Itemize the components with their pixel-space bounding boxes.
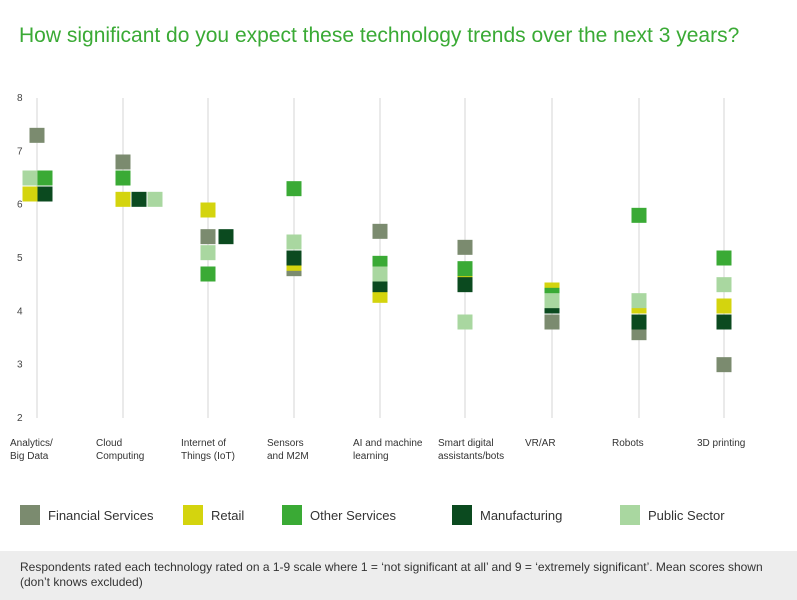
legend-label: Public Sector	[648, 507, 725, 523]
point-public-sector-5	[457, 314, 473, 330]
data-points	[22, 127, 732, 373]
point-other-services-7	[631, 207, 647, 223]
legend-label: Retail	[211, 507, 245, 523]
point-retail-0	[22, 186, 38, 202]
legend-swatch	[452, 505, 472, 525]
point-manufacturing-2	[218, 229, 234, 245]
legend-swatch	[282, 505, 302, 525]
footnote: Respondents rated each technology rated …	[0, 551, 797, 600]
y-axis-ticks: 2 3 4 5 6 7 8	[17, 93, 23, 424]
point-retail-2	[200, 202, 216, 218]
point-financial-services-5	[457, 239, 473, 255]
legend-item: Other Services	[282, 504, 396, 526]
legend-item: Financial Services	[20, 504, 154, 526]
point-public-sector-6	[544, 293, 560, 309]
y-tick-label: 6	[17, 200, 23, 211]
chart-plot: 2 3 4 5 6 7 8 Analytics/Big Data Cloud Computing…	[10, 93, 745, 462]
x-category-label: Cloud Computing	[96, 438, 144, 462]
point-public-sector-4	[372, 266, 388, 282]
x-axis-categories: Analytics/Big Data Cloud Computing Internet…	[10, 438, 745, 462]
point-financial-services-6	[544, 314, 560, 330]
point-manufacturing-0	[37, 186, 53, 202]
point-manufacturing-3	[286, 250, 302, 266]
point-manufacturing-1	[131, 191, 147, 207]
y-tick-label: 4	[17, 306, 23, 317]
x-category-label: Internet of Things (IoT)	[181, 438, 235, 462]
legend-swatch	[183, 505, 203, 525]
x-category-label: 3D printing	[697, 438, 745, 449]
point-public-sector-1	[147, 191, 163, 207]
point-public-sector-0	[22, 170, 38, 186]
x-category-label: Analytics/Big Data	[10, 438, 53, 462]
point-manufacturing-7	[631, 314, 647, 330]
chart-title: How significant do you expect these tech…	[19, 24, 740, 47]
legend-item: Manufacturing	[452, 504, 562, 526]
point-manufacturing-5	[457, 277, 473, 293]
x-category-label: Sensors and M2M	[267, 438, 309, 462]
point-financial-services-1	[115, 154, 131, 170]
y-tick-label: 3	[17, 360, 23, 371]
point-public-sector-7	[631, 293, 647, 309]
point-other-services-3	[286, 181, 302, 197]
y-tick-label: 7	[17, 146, 23, 157]
point-other-services-1	[115, 170, 131, 186]
point-other-services-0	[37, 170, 53, 186]
point-retail-1	[115, 191, 131, 207]
x-category-label: AI and machine learning	[353, 438, 423, 462]
point-financial-services-0	[29, 127, 45, 143]
point-financial-services-8	[716, 357, 732, 373]
point-other-services-8	[716, 250, 732, 266]
point-retail-8	[716, 298, 732, 314]
legend-item: Public Sector	[620, 504, 725, 526]
legend-label: Manufacturing	[480, 507, 563, 523]
x-category-label: Robots	[612, 438, 644, 449]
y-tick-label: 2	[17, 413, 23, 424]
point-public-sector-2	[200, 245, 216, 261]
legend: Financial Services Retail Other Services Ma…	[0, 504, 797, 532]
point-financial-services-4	[372, 223, 388, 239]
point-public-sector-8	[716, 277, 732, 293]
point-manufacturing-8	[716, 314, 732, 330]
y-tick-label: 8	[17, 93, 23, 104]
legend-item: Retail	[183, 504, 244, 526]
legend-swatch	[620, 505, 640, 525]
point-other-services-2	[200, 266, 216, 282]
legend-label: Other Services	[310, 507, 396, 523]
x-category-label: VR/AR	[525, 438, 556, 449]
x-category-label: Smart digital assistants/bots	[438, 438, 504, 462]
legend-swatch	[20, 505, 40, 525]
point-financial-services-2	[200, 229, 216, 245]
point-other-services-5	[457, 261, 473, 277]
point-public-sector-3	[286, 234, 302, 250]
y-tick-label: 5	[17, 253, 23, 264]
legend-label: Financial Services	[48, 507, 154, 523]
